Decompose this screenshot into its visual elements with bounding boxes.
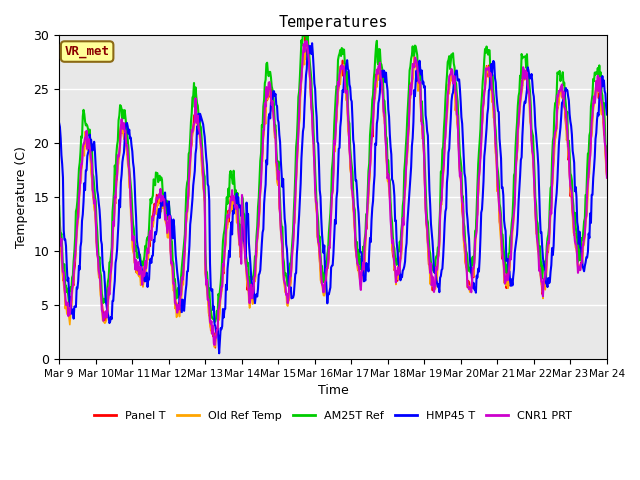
Y-axis label: Temperature (C): Temperature (C) (15, 146, 28, 248)
CNR1 PRT (417, 107, 425, 112)
X-axis label: Time: Time (317, 384, 348, 397)
Old Ref Temp (401, 190, 409, 195)
HMP45 T (65, 288, 73, 294)
CNR1 PRT (122, 128, 129, 133)
Panel T (177, 291, 185, 297)
HMP45 T (215, 350, 223, 356)
CNR1 PRT (303, 38, 310, 44)
Panel T (401, 186, 409, 192)
HMP45 T (206, 260, 214, 266)
Title: Temperatures: Temperatures (278, 15, 388, 30)
Old Ref Temp (417, 111, 425, 117)
Old Ref Temp (211, 344, 218, 350)
AM25T Ref (401, 158, 409, 164)
Panel T (55, 214, 63, 220)
AM25T Ref (206, 300, 214, 306)
Line: Panel T: Panel T (59, 35, 607, 348)
Panel T (417, 119, 425, 124)
AM25T Ref (417, 102, 425, 108)
Line: Old Ref Temp: Old Ref Temp (59, 43, 607, 347)
Legend: Panel T, Old Ref Temp, AM25T Ref, HMP45 T, CNR1 PRT: Panel T, Old Ref Temp, AM25T Ref, HMP45 … (90, 407, 577, 425)
CNR1 PRT (177, 292, 185, 298)
HMP45 T (417, 72, 425, 77)
Panel T (122, 129, 129, 135)
HMP45 T (603, 112, 611, 118)
CNR1 PRT (206, 319, 214, 324)
CNR1 PRT (55, 216, 63, 221)
Old Ref Temp (122, 129, 129, 134)
Old Ref Temp (65, 315, 73, 321)
AM25T Ref (177, 275, 185, 280)
Old Ref Temp (55, 228, 63, 234)
AM25T Ref (603, 157, 611, 163)
AM25T Ref (65, 301, 73, 307)
Old Ref Temp (603, 175, 611, 180)
HMP45 T (177, 302, 185, 308)
CNR1 PRT (211, 342, 218, 348)
HMP45 T (55, 120, 63, 126)
Text: VR_met: VR_met (65, 45, 109, 58)
AM25T Ref (55, 203, 63, 209)
CNR1 PRT (401, 185, 409, 191)
Old Ref Temp (301, 40, 309, 46)
Panel T (65, 309, 73, 314)
Old Ref Temp (177, 301, 185, 307)
Panel T (211, 345, 219, 350)
Line: AM25T Ref: AM25T Ref (59, 24, 607, 322)
HMP45 T (308, 40, 316, 46)
Panel T (603, 174, 611, 180)
HMP45 T (122, 125, 129, 131)
Panel T (301, 32, 309, 37)
AM25T Ref (211, 319, 218, 325)
HMP45 T (401, 259, 409, 264)
Panel T (206, 311, 214, 316)
Line: CNR1 PRT: CNR1 PRT (59, 41, 607, 345)
CNR1 PRT (65, 307, 73, 312)
AM25T Ref (122, 114, 129, 120)
Old Ref Temp (206, 323, 214, 329)
CNR1 PRT (603, 175, 611, 180)
Line: HMP45 T: HMP45 T (59, 43, 607, 353)
AM25T Ref (300, 22, 308, 27)
